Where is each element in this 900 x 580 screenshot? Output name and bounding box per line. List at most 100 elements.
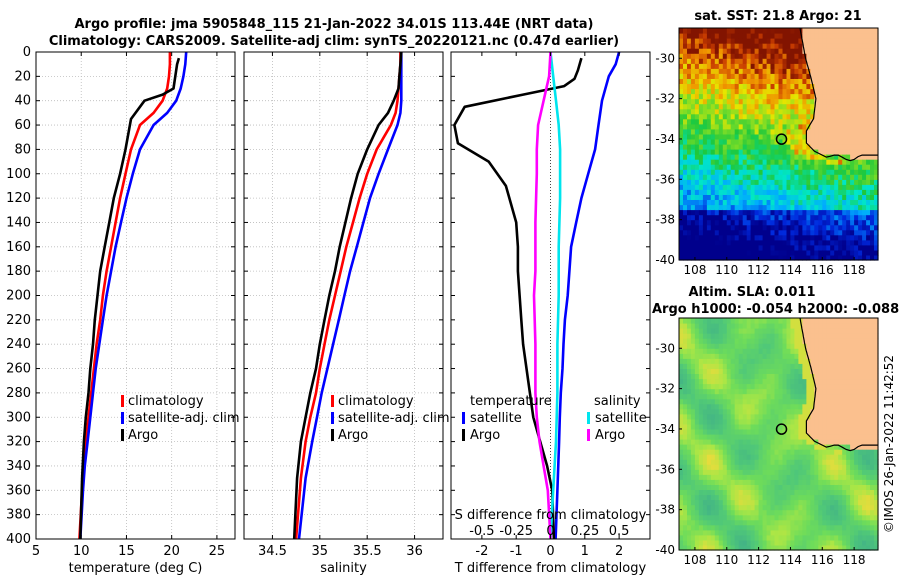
map-cell xyxy=(726,494,732,501)
map-cell xyxy=(794,63,799,69)
map-cell xyxy=(794,393,799,400)
map-cell xyxy=(774,159,780,165)
map-cell xyxy=(854,499,859,506)
map-cell xyxy=(790,73,795,79)
map-cell xyxy=(714,164,720,170)
map-cell xyxy=(782,509,788,516)
map-cell xyxy=(866,333,871,339)
map-cell xyxy=(687,48,692,54)
map-cell xyxy=(758,139,764,145)
map-cell xyxy=(746,98,752,105)
x-tick-label: 112 xyxy=(747,553,770,567)
map-cell xyxy=(838,484,843,490)
map-cell xyxy=(874,509,879,516)
map-cell xyxy=(834,353,839,359)
map-cell xyxy=(730,98,736,105)
map-cell xyxy=(838,439,843,445)
map-cell xyxy=(870,169,875,175)
map-cell xyxy=(762,534,768,541)
map-cell xyxy=(858,204,863,211)
map-cell xyxy=(794,28,799,34)
map-cell xyxy=(770,519,776,526)
map-cell xyxy=(770,358,776,364)
map-cell xyxy=(730,184,736,190)
map-cell xyxy=(726,348,732,354)
map-cell xyxy=(786,43,792,49)
map-cell xyxy=(750,118,756,125)
map-cell xyxy=(746,408,752,415)
map-cell xyxy=(694,418,700,425)
map-cell xyxy=(687,108,692,115)
map-cell xyxy=(806,113,811,120)
map-cell xyxy=(694,479,700,485)
map-cell xyxy=(687,43,692,49)
map-cell xyxy=(822,489,827,496)
map-cell xyxy=(806,53,811,59)
map-cell xyxy=(694,108,700,115)
map-cell xyxy=(814,464,819,470)
map-cell xyxy=(702,219,708,226)
map-cell xyxy=(794,108,799,115)
map-cell xyxy=(818,499,823,506)
map-cell xyxy=(846,174,851,180)
map-cell xyxy=(834,68,839,74)
map-cell xyxy=(794,403,799,410)
map-cell xyxy=(802,539,807,546)
map-cell xyxy=(706,408,712,415)
map-cell xyxy=(782,244,788,251)
map-cell xyxy=(862,418,867,425)
map-cell xyxy=(806,343,811,349)
x2-tick-label: -0.25 xyxy=(499,524,533,539)
map-cell xyxy=(742,83,748,90)
map-cell xyxy=(842,328,847,334)
map-cell xyxy=(734,423,740,430)
map-cell xyxy=(734,499,740,506)
map-cell xyxy=(786,363,792,369)
map-cell xyxy=(842,98,847,105)
map-cell xyxy=(822,459,827,465)
map-cell xyxy=(782,144,788,150)
map-cell xyxy=(818,353,823,359)
map-cell xyxy=(858,169,863,175)
map-cell xyxy=(786,78,792,84)
map-cell xyxy=(734,144,740,150)
map-cell xyxy=(810,103,815,110)
map-cell xyxy=(730,378,736,385)
map-cell xyxy=(726,43,732,49)
map-cell xyxy=(750,383,756,390)
map-cell xyxy=(798,234,803,241)
map-cell xyxy=(754,413,760,420)
map-cell xyxy=(742,343,748,349)
map-cell xyxy=(850,363,855,369)
map-cell xyxy=(722,48,728,54)
map-cell xyxy=(810,73,815,79)
map-cell xyxy=(730,33,736,39)
map-cell xyxy=(786,328,792,334)
map-cell xyxy=(766,78,772,84)
map-cell xyxy=(683,413,688,420)
map-cell xyxy=(718,139,724,145)
map-cell xyxy=(774,48,780,54)
map-cell xyxy=(778,48,784,54)
map-cell xyxy=(838,509,843,516)
map-cell xyxy=(854,58,859,64)
map-cell xyxy=(758,479,764,485)
map-cell xyxy=(683,88,688,95)
map-cell xyxy=(842,524,847,531)
map-cell xyxy=(690,454,696,460)
map-cell xyxy=(730,418,736,425)
map-cell xyxy=(830,454,835,460)
map-cell xyxy=(750,408,756,415)
map-cell xyxy=(702,545,708,551)
map-cell xyxy=(850,434,855,440)
map-cell xyxy=(774,244,780,251)
map-cell xyxy=(806,118,811,125)
map-cell xyxy=(710,108,716,115)
map-cell xyxy=(870,504,875,511)
legend-label-climatology: climatology xyxy=(128,394,204,409)
map-cell xyxy=(706,189,712,195)
map-cell xyxy=(786,393,792,400)
map-cell xyxy=(794,174,799,180)
map-cell xyxy=(734,408,740,415)
map-cell xyxy=(802,383,807,390)
